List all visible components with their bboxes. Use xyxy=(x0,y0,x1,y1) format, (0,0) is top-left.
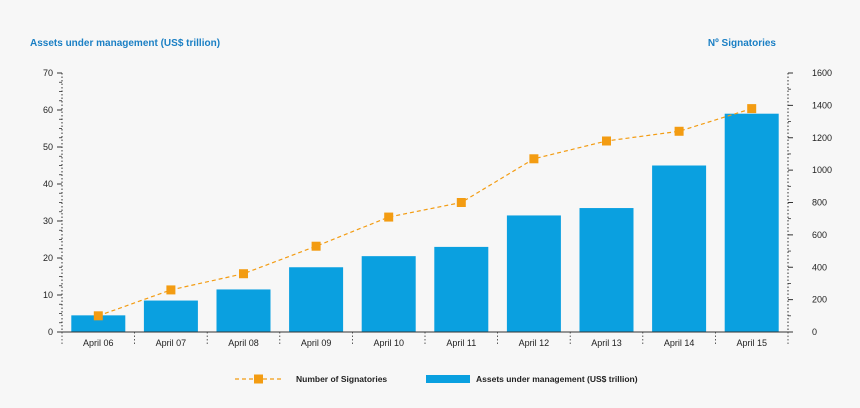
x-tick-label: April 11 xyxy=(446,338,476,348)
signatories-point xyxy=(166,285,176,295)
right-tick-label: 200 xyxy=(812,295,827,305)
signatories-point xyxy=(456,198,466,207)
bar xyxy=(289,267,344,332)
signatories-point xyxy=(384,212,394,222)
left-tick-label: 40 xyxy=(43,179,53,189)
right-tick-label: 1600 xyxy=(812,68,832,78)
legend-bar-swatch xyxy=(426,375,470,383)
signatories-point xyxy=(311,241,321,251)
right-tick-label: 0 xyxy=(812,327,817,337)
x-tick-label: April 07 xyxy=(156,338,187,348)
signatories-point xyxy=(747,104,757,114)
signatories-line xyxy=(98,108,752,317)
left-tick-label: 60 xyxy=(43,105,53,115)
left-tick-label: 70 xyxy=(43,68,53,78)
left-tick-label: 50 xyxy=(43,142,53,152)
right-tick-label: 600 xyxy=(812,230,827,240)
bar xyxy=(579,208,634,332)
bar xyxy=(216,289,271,332)
x-tick-label: April 13 xyxy=(591,338,622,348)
x-tick-label: April 14 xyxy=(664,338,695,348)
right-tick-label: 800 xyxy=(812,198,827,208)
signatories-point xyxy=(529,154,539,164)
bar xyxy=(652,165,707,332)
bar xyxy=(506,215,561,332)
x-tick-label: April 10 xyxy=(373,338,404,348)
bar xyxy=(724,113,779,332)
right-axis-title: Nº Signatories xyxy=(707,38,776,49)
bar xyxy=(361,256,416,332)
signatories-point xyxy=(602,136,611,146)
left-axis-title: Assets under management (US$ trillion) xyxy=(30,38,221,49)
signatories-point xyxy=(674,126,684,136)
left-tick-label: 30 xyxy=(43,216,53,226)
x-tick-label: April 12 xyxy=(519,338,550,348)
right-tick-label: 1000 xyxy=(812,165,832,175)
x-tick-label: April 08 xyxy=(228,338,259,348)
x-tick-label: April 06 xyxy=(83,338,114,348)
legend-line-marker xyxy=(254,374,263,384)
left-tick-label: 0 xyxy=(48,327,53,337)
left-tick-label: 20 xyxy=(43,253,53,263)
bar xyxy=(434,246,489,332)
x-tick-label: April 15 xyxy=(736,338,767,348)
x-tick-label: April 09 xyxy=(301,338,332,348)
right-tick-label: 1200 xyxy=(812,133,832,143)
legend-label-assets: Assets under management (US$ trillion) xyxy=(476,374,638,384)
left-tick-label: 10 xyxy=(43,290,53,300)
signatories-point xyxy=(93,311,103,321)
bar xyxy=(71,315,126,332)
bar xyxy=(143,300,198,332)
signatories-point xyxy=(239,269,248,279)
right-tick-label: 1400 xyxy=(812,100,832,110)
right-tick-label: 400 xyxy=(812,262,827,272)
legend-label-signatories: Number of Signatories xyxy=(296,374,387,384)
